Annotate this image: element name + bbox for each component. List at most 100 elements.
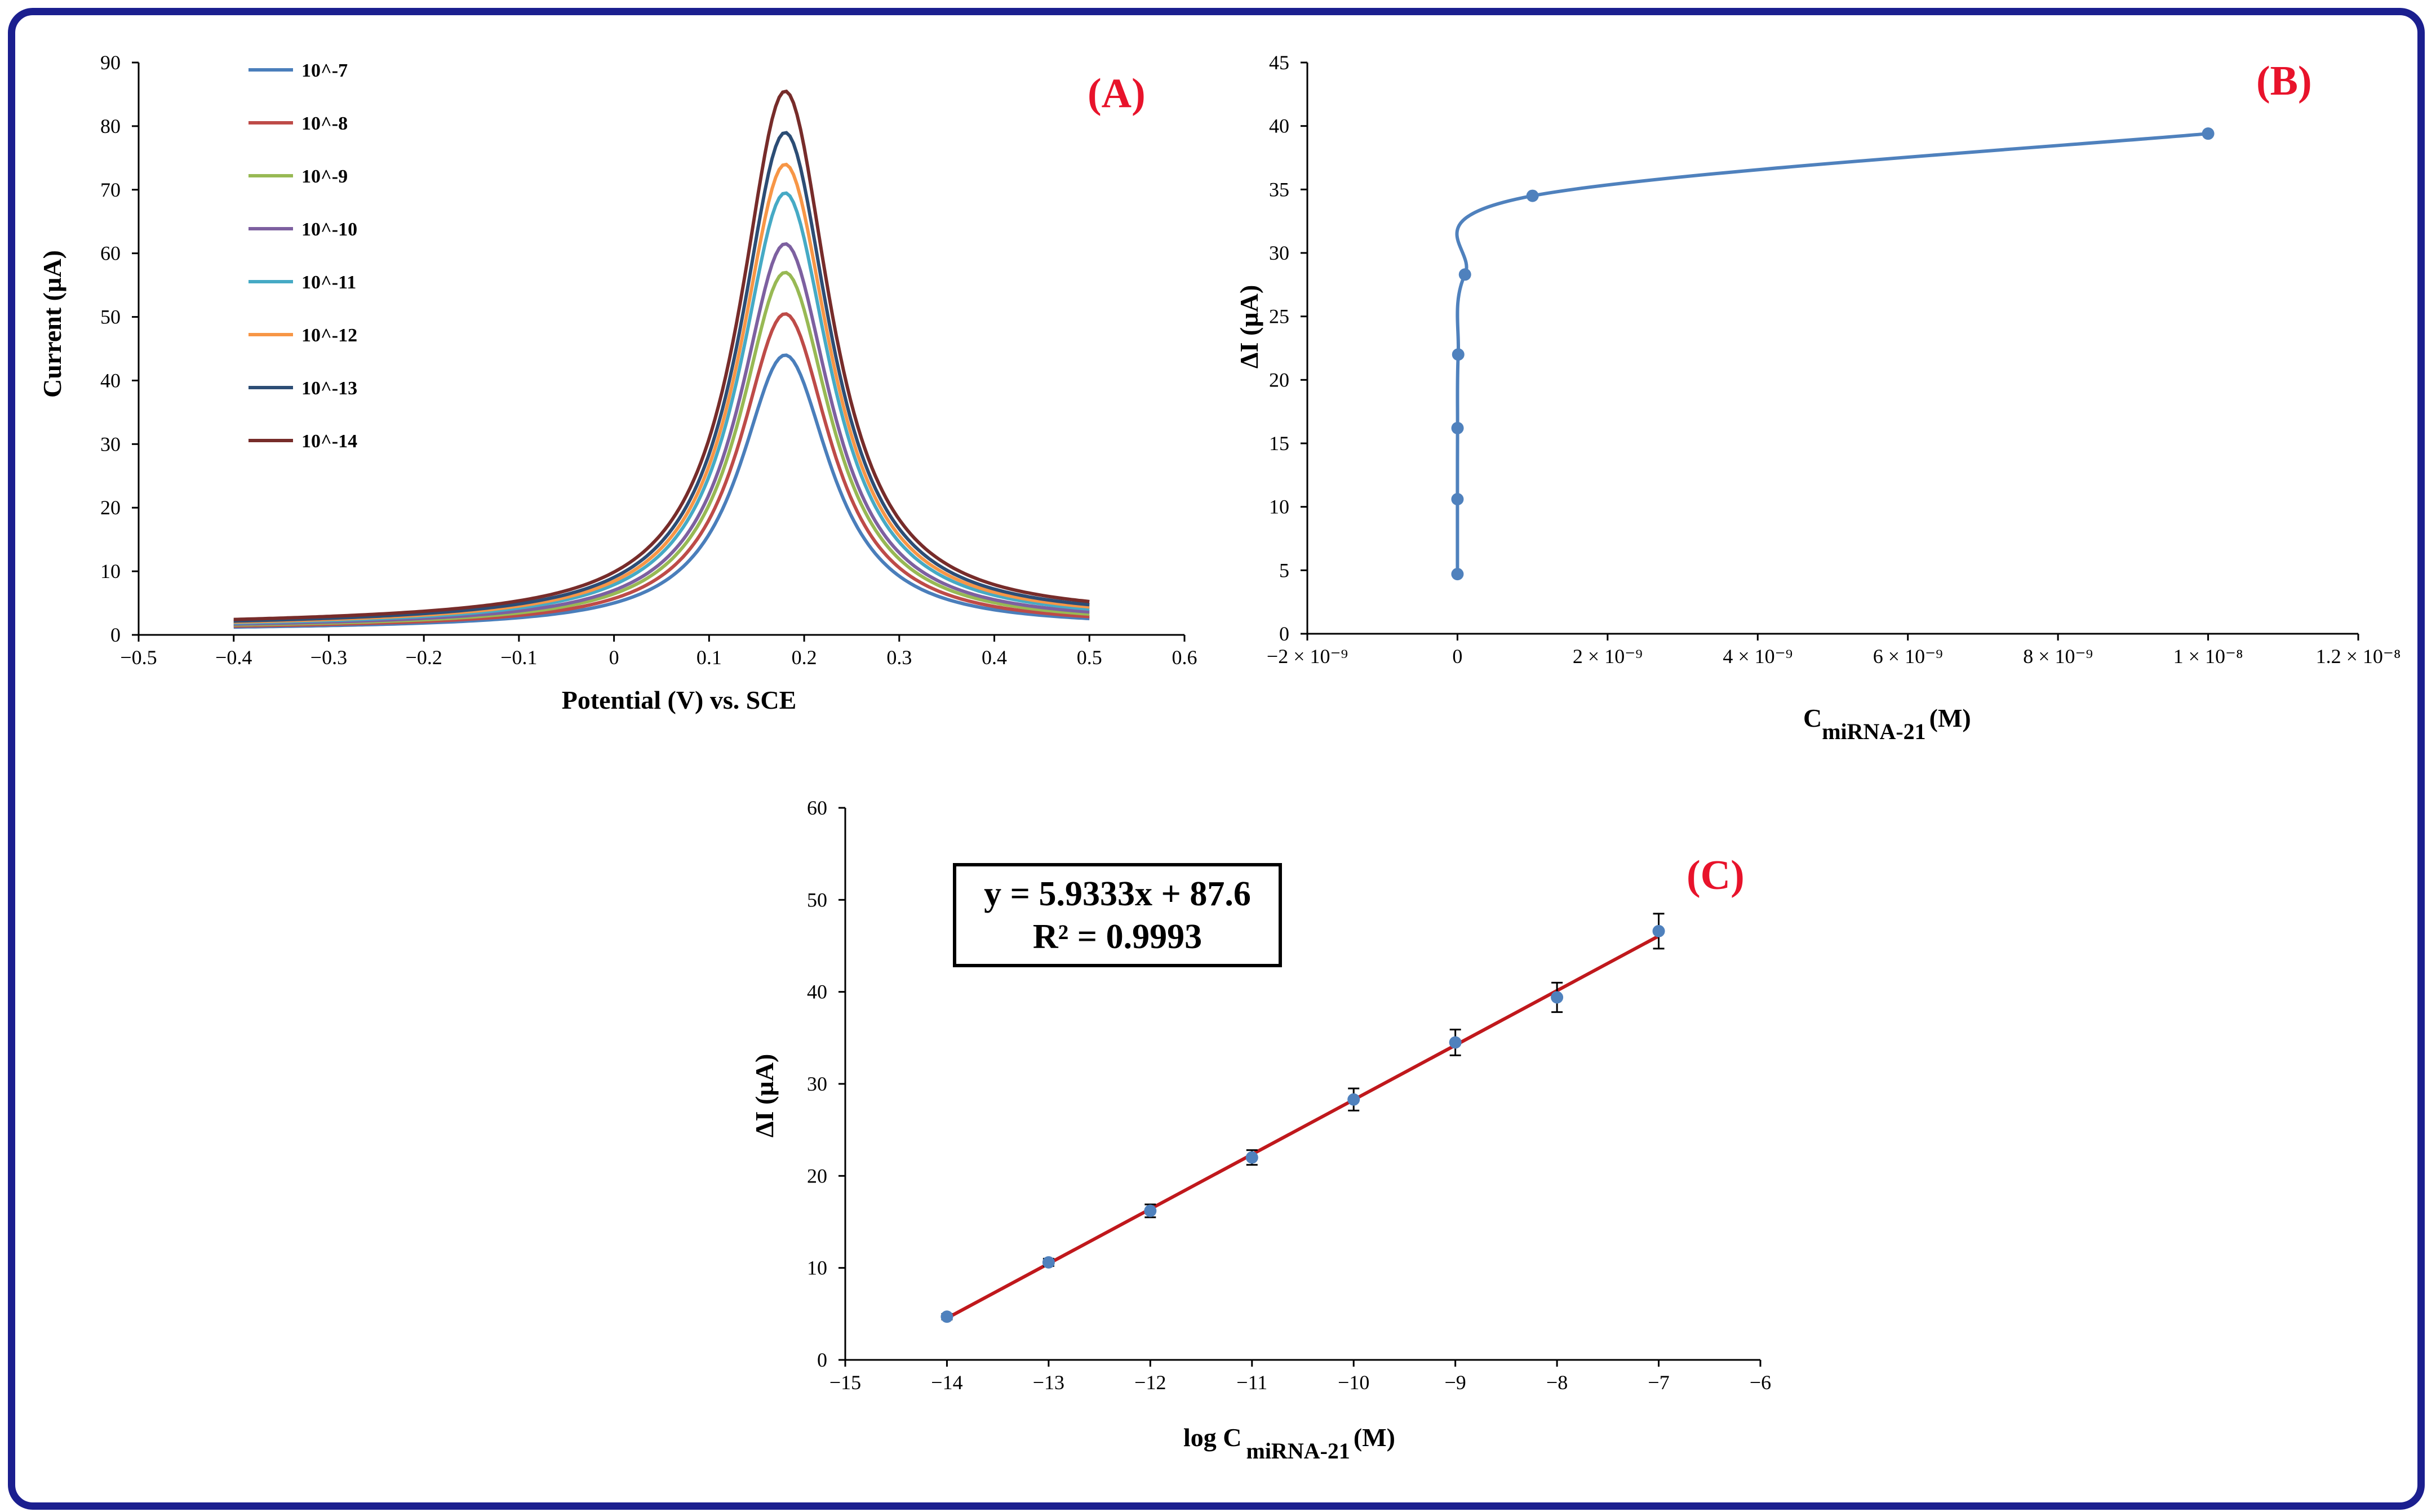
panel-b-data-point (1526, 189, 1539, 202)
panel-a-x-tick-label: −0.1 (500, 646, 537, 669)
panel-a-x-tick-label: −0.2 (406, 646, 442, 669)
panel-a-y-tick-label: 20 (100, 496, 121, 519)
panel-a-x-tick-label: 0.3 (886, 646, 912, 669)
panel-b-y-axis-title: ΔI (µA) (1235, 285, 1263, 369)
panel-b-label: (B) (2256, 58, 2312, 104)
panel-a-legend-label: 10^-8 (301, 113, 348, 134)
panel-c-data-point (1245, 1151, 1258, 1164)
panel-a-y-tick-label: 50 (100, 306, 121, 328)
panel-a-x-tick-label: 0.1 (696, 646, 722, 669)
panel-c-x-tick-label: −11 (1236, 1371, 1267, 1394)
panel-a-legend-label: 10^-10 (301, 219, 357, 240)
panel-a-y-axis-title: Current (µA) (38, 250, 66, 398)
panel-b-x-tick-label: 1 × 10⁻⁸ (2173, 645, 2243, 668)
panel-b-x-tick-label: 6 × 10⁻⁹ (1873, 645, 1943, 668)
panel-b-y-tick-label: 30 (1269, 242, 1289, 264)
panel-b-x-tick-label: 4 × 10⁻⁹ (1723, 645, 1792, 668)
panel-c-data-point (1551, 991, 1564, 1004)
panel-c-chart: −15 −14 −13 −12 −11 −10 −9 −8 −7 −60102030405060 … (750, 797, 1771, 1464)
panel-b-data-point (1451, 421, 1464, 434)
panel-c-x-axis-title-unit: (M) (1354, 1423, 1395, 1452)
panel-b-x-tick-label: 8 × 10⁻⁹ (2023, 645, 2093, 668)
panel-c-equation-box (953, 863, 1282, 967)
panel-a-y-tick-label: 30 (100, 433, 121, 455)
panel-b-data-point (1451, 493, 1464, 506)
panel-c-y-axis-title: ΔI (µA) (750, 1054, 779, 1138)
panel-c-equation: y = 5.9333x + 87.6 (984, 875, 1251, 913)
panel-b-y-tick-label: 25 (1269, 305, 1289, 328)
panel-c-x-tick-label: −10 (1338, 1371, 1369, 1394)
panel-c-x-tick-label: −6 (1750, 1371, 1771, 1394)
panel-b-y-tick-label: 40 (1269, 115, 1289, 137)
panel-c-label: (C) (1687, 852, 1745, 899)
panel-c-x-tick-label: −9 (1445, 1371, 1466, 1394)
panel-a-x-tick-label: 0 (609, 646, 619, 669)
panel-c-fit-line (946, 934, 1660, 1320)
panel-b-y-tick-label: 15 (1269, 432, 1289, 455)
panel-b-x-axis-title-unit: (M) (1929, 704, 1971, 732)
panel-c-data-point (1652, 924, 1665, 937)
panel-a-x-tick-label: 0.6 (1172, 646, 1197, 669)
panel-b-x-axis-title-sub: miRNA-21 (1822, 719, 1925, 744)
panel-a-x-tick-label: 0.2 (792, 646, 817, 669)
panel-c-r-squared: R² = 0.9993 (1033, 918, 1202, 956)
panel-b-y-tick-label: 45 (1269, 51, 1289, 74)
panel-c-data-point (1347, 1093, 1360, 1106)
panel-a-series-line (233, 89, 1090, 621)
panel-b-data-point (1458, 268, 1471, 281)
panel-b-x-tick-label: 2 × 10⁻⁹ (1573, 645, 1643, 668)
panel-c-x-tick-label: −12 (1134, 1371, 1166, 1394)
panel-c-x-tick-label: −7 (1648, 1371, 1669, 1394)
panel-c-x-tick-label: −8 (1546, 1371, 1568, 1394)
panel-a-y-tick-label: 60 (100, 242, 121, 265)
panel-a-y-tick-label: 90 (100, 51, 121, 74)
panel-a-legend-label: 10^-11 (301, 272, 356, 293)
panel-a-x-tick-label: −0.4 (215, 646, 252, 669)
panel-a-legend-label: 10^-14 (301, 431, 357, 452)
panel-a-series-line (233, 312, 1090, 628)
panel-c-y-tick-label: 20 (807, 1164, 827, 1187)
panel-a-x-tick-label: 0.5 (1077, 646, 1102, 669)
panel-a-legend-label: 10^-9 (301, 166, 348, 187)
panel-a-legend-label: 10^-7 (301, 60, 348, 81)
panel-a-x-tick-label: 0.4 (982, 646, 1007, 669)
panel-c-y-tick-label: 10 (807, 1257, 827, 1279)
panel-c-data-point (1449, 1036, 1462, 1049)
panel-b-data-point (2202, 127, 2215, 140)
panel-b-data-point (1451, 568, 1464, 581)
panel-a-y-tick-label: 80 (100, 115, 121, 137)
panel-b-y-tick-label: 5 (1279, 559, 1289, 581)
panel-a-y-tick-label: 0 (110, 624, 121, 646)
panel-a-y-tick-label: 70 (100, 179, 121, 201)
panel-b-data-point (1452, 348, 1465, 361)
panel-b-chart: −2 × 10⁻⁹ 0 2 × 10⁻⁹ 4 × 10⁻⁹ 6 × 10⁻⁹ 8 × 10… (1235, 51, 2401, 744)
panel-c-x-axis-title-main: log C (1183, 1423, 1242, 1452)
panel-c-data-point (940, 1310, 953, 1323)
panel-c-y-tick-label: 60 (807, 797, 827, 819)
panel-c-y-tick-label: 40 (807, 981, 827, 1003)
panel-b-y-tick-label: 10 (1269, 496, 1289, 518)
panel-c-x-tick-label: −13 (1033, 1371, 1064, 1394)
panel-a-x-tick-label: −0.3 (310, 646, 347, 669)
panel-c-data-point (1042, 1256, 1055, 1269)
panel-a-y-tick-label: 10 (100, 560, 121, 582)
panel-b-x-tick-label: −2 × 10⁻⁹ (1267, 645, 1348, 668)
panel-c-x-tick-label: −15 (829, 1371, 861, 1394)
panel-a-series-line (233, 191, 1090, 625)
panel-c-y-tick-label: 0 (817, 1349, 827, 1371)
panel-a-series-line (233, 131, 1090, 623)
panel-a-x-axis-title: Potential (V) vs. SCE (562, 686, 797, 714)
panel-c-x-axis-title-sub: miRNA-21 (1246, 1438, 1350, 1464)
panel-b-curve (1455, 132, 2208, 575)
panel-a-y-tick-label: 40 (100, 369, 121, 392)
panel-a-legend-label: 10^-12 (301, 325, 357, 346)
panel-b-y-tick-label: 0 (1279, 622, 1289, 645)
panel-b-x-axis-title-main: C (1803, 704, 1822, 732)
figure-frame (8, 8, 2425, 1510)
panel-b-x-tick-label: 0 (1452, 645, 1462, 668)
panel-a-label: (A) (1088, 70, 1146, 117)
panel-a-chart: −0.5 −0.4 −0.3 −0.2 −0.1 0 0.1 0.2 0.3 0.4 0.5 0.6 0… (38, 51, 1197, 714)
panel-b-y-tick-label: 20 (1269, 368, 1289, 391)
